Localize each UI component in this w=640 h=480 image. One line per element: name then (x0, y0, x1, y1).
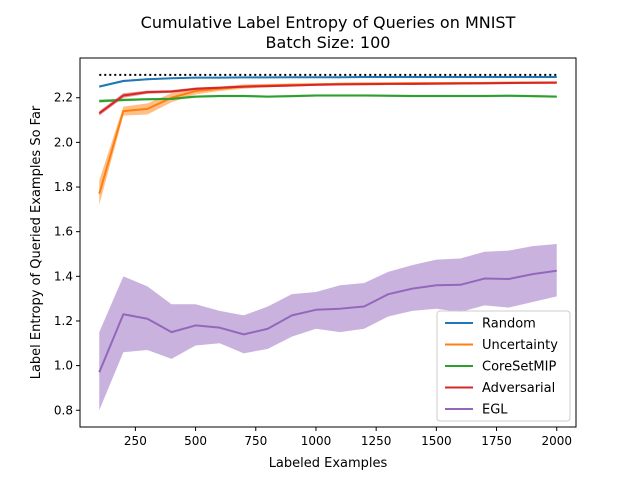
x-tick-label: 500 (184, 434, 207, 448)
legend-label-random: Random (482, 317, 536, 332)
line-random (99, 75, 557, 88)
legend-label-coresetmip: CoreSetMIP (482, 360, 556, 375)
x-tick-label: 1250 (361, 434, 392, 448)
chart-title: Cumulative Label Entropy of Queries on M… (141, 13, 516, 32)
chart-subtitle: Batch Size: 100 (266, 33, 391, 52)
y-tick-label: 1.2 (54, 314, 73, 328)
legend-label-adversarial: Adversarial (482, 381, 555, 396)
x-tick-label: 1000 (301, 434, 332, 448)
x-tick-label: 1750 (481, 434, 512, 448)
line-coresetmip (99, 94, 557, 103)
series-lines (98, 75, 557, 373)
y-tick-label: 1.6 (54, 225, 73, 239)
legend-box (436, 310, 571, 422)
x-tick-label: 2000 (541, 434, 572, 448)
x-tick-label: 1500 (421, 434, 452, 448)
legend-label-uncertainty: Uncertainty (482, 338, 558, 353)
y-axis-ticks: 0.8 1.0 1.2 1.4 1.6 1.8 2.0 2.2 (54, 91, 80, 417)
legend: Random Uncertainty CoreSetMIP Adversarial EG… (436, 310, 571, 422)
plot-frame (79, 57, 577, 428)
x-axis-ticks: 250 500 750 1000 1250 1500 1750 2000 (124, 427, 572, 448)
y-tick-label: 1.0 (54, 359, 73, 373)
line-egl (98, 269, 557, 373)
x-tick-label: 250 (124, 434, 147, 448)
legend-label-egl: EGL (482, 403, 508, 418)
x-axis-label: Labeled Examples (269, 456, 388, 471)
y-tick-label: 0.8 (54, 403, 73, 417)
y-tick-label: 2.0 (54, 135, 73, 149)
y-tick-label: 1.8 (54, 180, 73, 194)
x-tick-label: 750 (244, 434, 267, 448)
line-adversarial (98, 81, 557, 115)
y-axis-label: Label Entropy of Queried Examples So Far (29, 105, 44, 379)
y-tick-label: 1.4 (54, 269, 73, 283)
y-tick-label: 2.2 (54, 91, 73, 105)
